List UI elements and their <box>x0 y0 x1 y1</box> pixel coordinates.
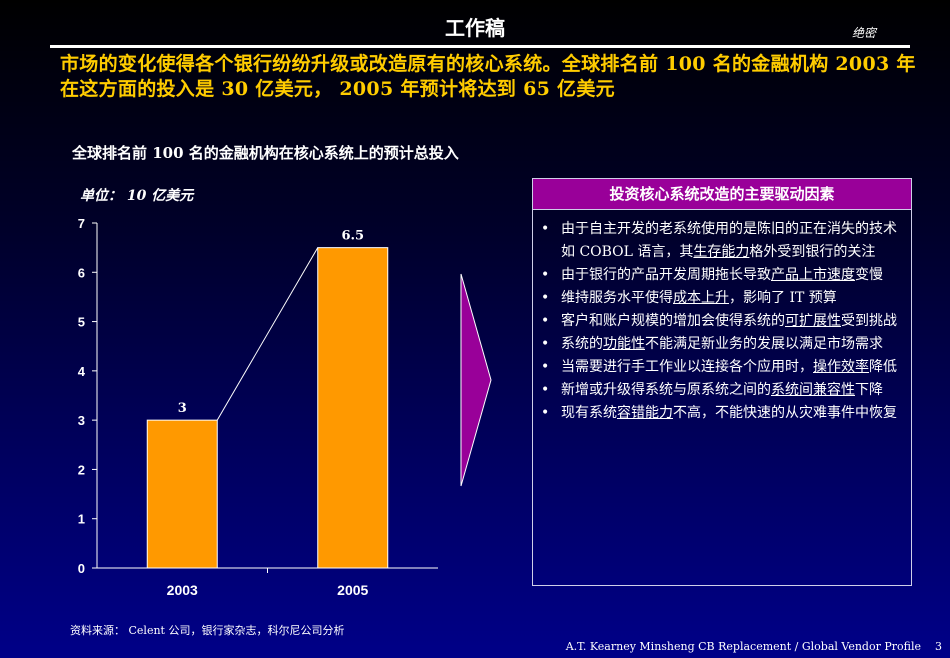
driver-item-text: 不高，不能快速的从灾难事件中恢复 <box>673 405 897 421</box>
confidential-label: 绝密 <box>852 26 877 40</box>
page-number: 3 <box>935 640 942 653</box>
driver-item-keyword: 系统间兼容性 <box>771 382 855 398</box>
bullet-icon: • <box>541 313 550 329</box>
driver-item: • 由于自主开发的老系统使用的是陈旧的正在消失的技术如 COBOL 语言，其生存能… <box>541 218 901 264</box>
bar-value-label: 6.5 <box>341 229 364 244</box>
y-tick-label: 7 <box>78 216 85 231</box>
bullet-icon: • <box>541 221 550 237</box>
growth-connector-line <box>216 247 319 421</box>
bullet-icon: • <box>541 382 550 398</box>
y-tick-label: 6 <box>78 265 85 280</box>
y-tick-label: 5 <box>78 315 85 330</box>
driver-item-text: 维持服务水平使得 <box>561 290 673 306</box>
driver-item-keyword: 产品上市速度 <box>771 267 855 283</box>
source-note: 资料来源： Celent 公司，银行家杂志，科尔尼公司分析 <box>70 624 345 637</box>
y-tick-label: 2 <box>78 462 85 477</box>
bar-2005 <box>317 247 389 569</box>
driver-item-keyword: 操作效率 <box>813 359 869 375</box>
bullet-icon: • <box>541 405 550 421</box>
bar-2003 <box>146 419 218 569</box>
driver-item-text: 客户和账户规模的增加会使得系统的 <box>561 313 785 329</box>
bar-value-label: 3 <box>178 401 187 416</box>
slide-headline: 市场的变化使得各个银行纷纷升级或改造原有的核心系统。全球排名前 100 名的金融… <box>60 53 916 100</box>
driver-item-text: 系统的 <box>561 336 603 352</box>
chart-unit-label: 单位： 10 亿美元 <box>80 188 194 204</box>
driver-item-keyword: 容错能力 <box>617 405 673 421</box>
draft-label: 工作稿 <box>445 16 505 40</box>
bullet-icon: • <box>541 359 550 375</box>
drivers-panel: 投资核心系统改造的主要驱动因素 • 由于自主开发的老系统使用的是陈旧的正在消失的技… <box>532 178 912 586</box>
investment-bar-chart: 0 1 2 3 4 5 6 7 3 2003 6.5 2005 <box>78 216 389 598</box>
driver-item: • 维持服务水平使得成本上升，影响了 IT 预算 <box>541 287 901 310</box>
driver-item-text: 下降 <box>855 382 883 398</box>
driver-item-text: 不能满足新业务的发展以满足市场需求 <box>645 336 883 352</box>
bullet-icon: • <box>541 336 550 352</box>
arrow-pointer-shape <box>460 273 492 487</box>
driver-item-text: 当需要进行手工作业以连接各个应用时， <box>561 359 813 375</box>
driver-item: • 由于银行的产品开发周期拖长导致产品上市速度变慢 <box>541 264 901 287</box>
driver-item-keyword: 生存能力 <box>693 244 750 260</box>
driver-item: • 新增或升级得系统与原系统之间的系统间兼容性下降 <box>541 379 901 402</box>
y-tick-label: 0 <box>78 561 85 576</box>
x-category-label: 2003 <box>167 582 198 598</box>
driver-item-text: ，影响了 IT 预算 <box>729 290 837 306</box>
driver-item: • 系统的功能性不能满足新业务的发展以满足市场需求 <box>541 333 901 356</box>
driver-item-text: 降低 <box>869 359 897 375</box>
bullet-icon: • <box>541 267 550 283</box>
title-divider <box>50 45 910 48</box>
driver-item-text: 格外受到银行的关注 <box>749 244 876 260</box>
driver-item-text: 由于银行的产品开发周期拖长导致 <box>561 267 771 283</box>
driver-item-text: 由于自主开发的老系统使用的是陈旧的正在消失的技术如 COBOL 语言，其 <box>561 221 897 260</box>
driver-item: • 当需要进行手工作业以连接各个应用时，操作效率降低 <box>541 356 901 379</box>
driver-item-text: 新增或升级得系统与原系统之间的 <box>561 382 771 398</box>
driver-item-text: 变慢 <box>855 267 883 283</box>
driver-item: • 客户和账户规模的增加会使得系统的可扩展性受到挑战 <box>541 310 901 333</box>
driver-item-text: 现有系统 <box>561 405 617 421</box>
bullet-icon: • <box>541 290 550 306</box>
footer: A.T. Kearney Minsheng CB Replacement / G… <box>566 640 942 653</box>
x-category-label: 2005 <box>337 582 368 598</box>
chart-title: 全球排名前 100 名的金融机构在核心系统上的预计总投入 <box>72 144 459 162</box>
footer-text: A.T. Kearney Minsheng CB Replacement / G… <box>565 640 921 653</box>
y-tick-label: 1 <box>78 512 85 527</box>
y-tick-label: 4 <box>78 364 86 379</box>
driver-item-keyword: 功能性 <box>603 336 645 352</box>
drivers-list: • 由于自主开发的老系统使用的是陈旧的正在消失的技术如 COBOL 语言，其生存能… <box>533 210 911 425</box>
drivers-panel-title: 投资核心系统改造的主要驱动因素 <box>533 179 911 210</box>
driver-item-keyword: 成本上升 <box>673 290 729 306</box>
y-tick-label: 3 <box>78 413 85 428</box>
driver-item-keyword: 可扩展性 <box>785 313 841 329</box>
driver-item: • 现有系统容错能力不高，不能快速的从灾难事件中恢复 <box>541 402 901 425</box>
driver-item-text: 受到挑战 <box>841 313 897 329</box>
